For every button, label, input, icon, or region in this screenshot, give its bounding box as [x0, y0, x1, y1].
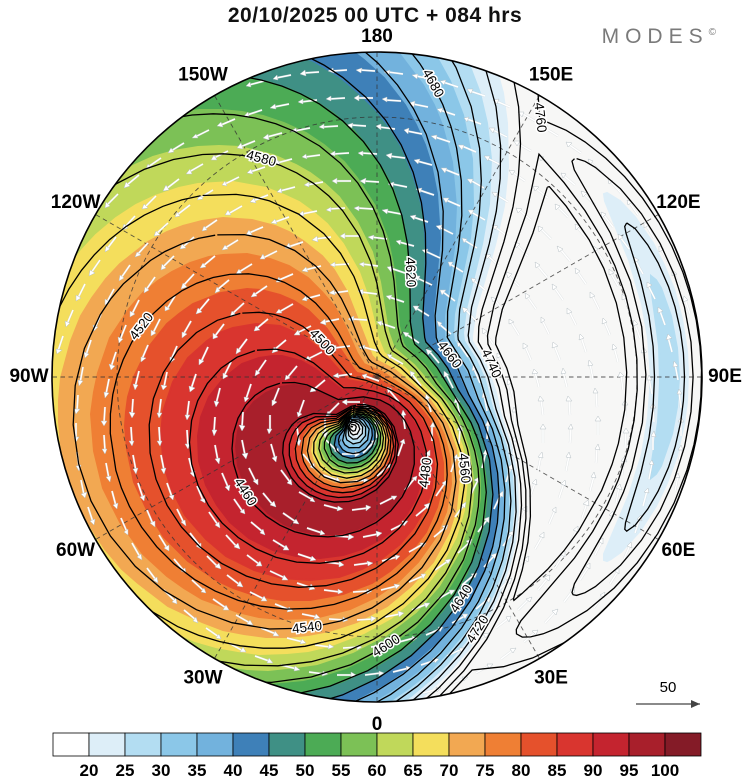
svg-text:70: 70 [440, 761, 459, 780]
svg-text:55: 55 [332, 761, 351, 780]
svg-text:35: 35 [188, 761, 207, 780]
svg-text:50: 50 [296, 761, 315, 780]
svg-text:100: 100 [651, 761, 679, 780]
svg-text:85: 85 [548, 761, 567, 780]
svg-text:4620: 4620 [403, 257, 419, 288]
svg-text:0: 0 [372, 714, 383, 735]
svg-text:4560: 4560 [456, 453, 474, 484]
svg-text:90W: 90W [9, 366, 48, 387]
svg-text:80: 80 [512, 761, 531, 780]
svg-text:60W: 60W [56, 540, 95, 561]
svg-text:20: 20 [80, 761, 99, 780]
svg-text:120E: 120E [656, 192, 700, 213]
svg-text:60E: 60E [661, 540, 695, 561]
svg-text:30E: 30E [534, 667, 568, 688]
svg-text:90E: 90E [708, 366, 742, 387]
svg-text:40: 40 [224, 761, 243, 780]
svg-text:50: 50 [660, 679, 677, 696]
svg-text:25: 25 [116, 761, 135, 780]
svg-text:65: 65 [404, 761, 423, 780]
svg-text:30: 30 [152, 761, 171, 780]
svg-text:180: 180 [361, 26, 393, 47]
svg-text:60: 60 [368, 761, 387, 780]
svg-text:120W: 120W [51, 192, 101, 213]
svg-text:95: 95 [620, 761, 639, 780]
svg-text:30W: 30W [183, 667, 222, 688]
svg-text:150E: 150E [529, 65, 573, 86]
svg-text:90: 90 [584, 761, 603, 780]
svg-text:150W: 150W [178, 65, 228, 86]
svg-text:45: 45 [260, 761, 279, 780]
svg-text:75: 75 [476, 761, 495, 780]
